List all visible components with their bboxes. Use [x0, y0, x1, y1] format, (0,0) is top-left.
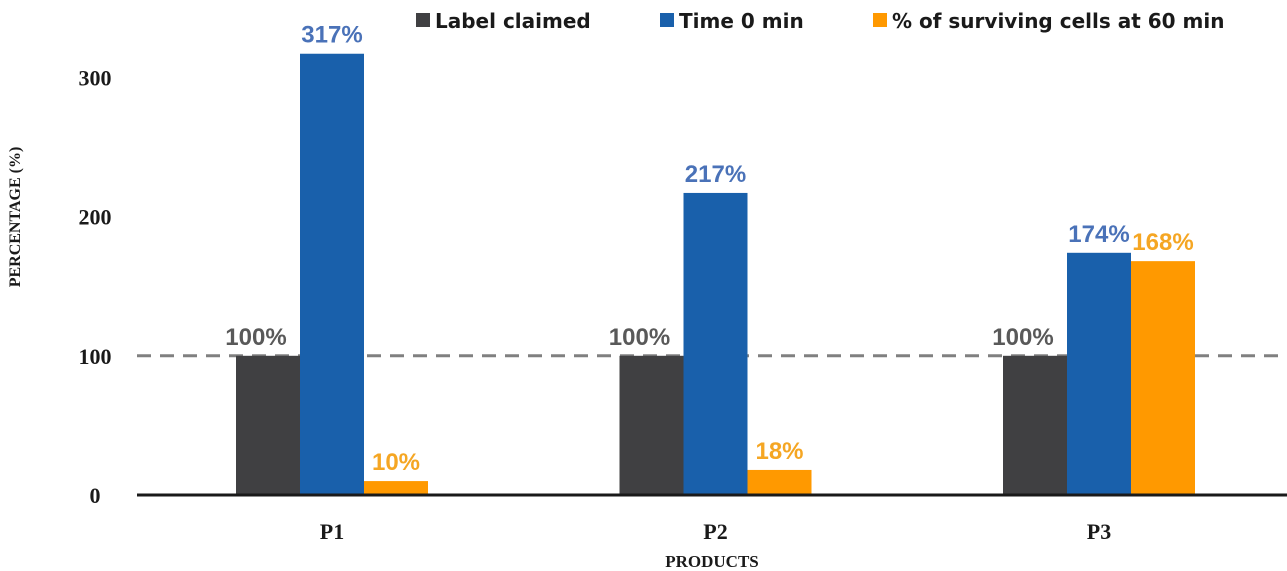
data-label: 168%	[1132, 229, 1193, 256]
legend-swatch	[416, 13, 430, 27]
y-tick-label: 0	[90, 483, 101, 508]
data-label: 100%	[225, 324, 286, 351]
y-tick-label: 100	[79, 344, 112, 369]
data-label: 100%	[992, 324, 1053, 351]
bar	[619, 355, 684, 495]
data-label: 18%	[755, 438, 803, 465]
y-axis: 0 100 200 300	[79, 65, 112, 508]
y-tick-label: 300	[79, 65, 112, 90]
bar	[1131, 261, 1195, 495]
x-axis: P1 P2 P3	[137, 493, 1287, 544]
y-axis-title: PERCENTAGE (%)	[7, 147, 24, 288]
bar	[683, 192, 748, 495]
bar	[236, 355, 300, 495]
bar	[300, 53, 364, 496]
y-tick-label: 200	[79, 205, 112, 230]
data-label: 174%	[1068, 221, 1129, 248]
bar	[1003, 355, 1067, 495]
data-label: 217%	[685, 161, 746, 188]
legend: Label claimed Time 0 min % of surviving ce…	[416, 9, 1224, 33]
bar	[1067, 252, 1131, 495]
legend-label: Label claimed	[435, 9, 591, 33]
x-tick-label: P3	[1087, 519, 1111, 544]
x-axis-title: PRODUCTS	[665, 552, 759, 571]
legend-label: % of surviving cells at 60 min	[892, 9, 1224, 33]
x-tick-label: P2	[703, 519, 727, 544]
data-label: 100%	[609, 324, 670, 351]
data-label: 10%	[372, 449, 420, 476]
legend-label: Time 0 min	[679, 9, 804, 33]
data-label: 317%	[301, 22, 362, 49]
bar	[364, 481, 428, 495]
x-tick-label: P1	[320, 519, 344, 544]
bar	[747, 469, 812, 495]
legend-swatch	[660, 13, 674, 27]
bars: 100% 317% 10% 100% 217% 18% 100% 174% 168%	[225, 22, 1195, 496]
legend-swatch	[873, 13, 887, 27]
